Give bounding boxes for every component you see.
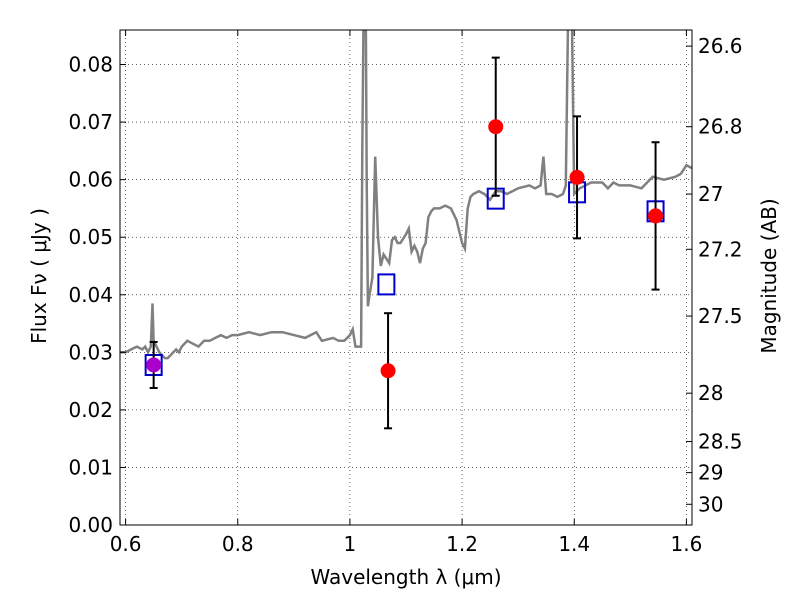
data-point (488, 119, 504, 135)
x-tick-label: 1.6 (670, 532, 702, 556)
y-tick-label: 0.03 (68, 340, 113, 364)
y-tick-label: 0.05 (68, 225, 113, 249)
grid-lines (120, 30, 692, 526)
observed-points-layer (146, 119, 664, 379)
right-tick-label: 27 (698, 182, 723, 206)
right-tick-label: 26.6 (698, 34, 743, 58)
spectrum-line (120, 30, 692, 360)
right-tick-label: 27.2 (698, 237, 743, 261)
data-point (380, 363, 396, 379)
y-tick-label: 0.06 (68, 168, 113, 192)
x-tick-label: 1.4 (558, 532, 590, 556)
tick-marks (120, 30, 692, 526)
right-tick-labels: 26.6 26.8 27 27.2 27.5 28 28.5 29 30 (698, 34, 743, 516)
spectrum-layer (120, 30, 692, 360)
y-tick-labels: 0.00 0.01 0.02 0.03 0.04 0.05 0.06 0.07 0.08 (68, 53, 113, 537)
y-axis-label-right: Magnitude (AB) (757, 198, 781, 353)
errorbars-layer (149, 56, 660, 430)
right-tick-label: 27.5 (698, 304, 743, 328)
y-tick-label: 0.01 (68, 455, 113, 479)
right-tick-label: 30 (698, 492, 723, 516)
x-tick-labels: 0.6 0.8 1 1.2 1.4 1.6 (110, 532, 703, 556)
x-tick-label: 1 (344, 532, 357, 556)
right-tick-label: 29 (698, 461, 723, 485)
y-tick-label: 0.00 (68, 513, 113, 537)
plot-frame (119, 29, 693, 526)
right-tick-label: 28.5 (698, 430, 743, 454)
x-tick-label: 0.8 (222, 532, 254, 556)
y-tick-label: 0.04 (68, 283, 113, 307)
right-tick-label: 28 (698, 381, 723, 405)
y-tick-label: 0.07 (68, 110, 113, 134)
x-tick-label: 0.6 (110, 532, 142, 556)
data-point (648, 208, 664, 224)
x-tick-label: 1.2 (446, 532, 478, 556)
data-point (146, 357, 162, 373)
y-tick-label: 0.08 (68, 53, 113, 77)
right-tick-label: 26.8 (698, 115, 743, 139)
model-square (377, 273, 396, 296)
y-axis-label-left: Flux Fν ( μJy ) (27, 208, 51, 344)
x-axis-label: Wavelength λ (μm) (310, 565, 501, 589)
model-squares-layer (144, 181, 665, 376)
y-tick-label: 0.02 (68, 398, 113, 422)
data-point (569, 169, 585, 185)
